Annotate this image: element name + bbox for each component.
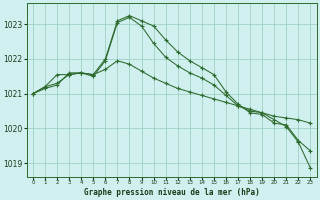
X-axis label: Graphe pression niveau de la mer (hPa): Graphe pression niveau de la mer (hPa) (84, 188, 260, 197)
